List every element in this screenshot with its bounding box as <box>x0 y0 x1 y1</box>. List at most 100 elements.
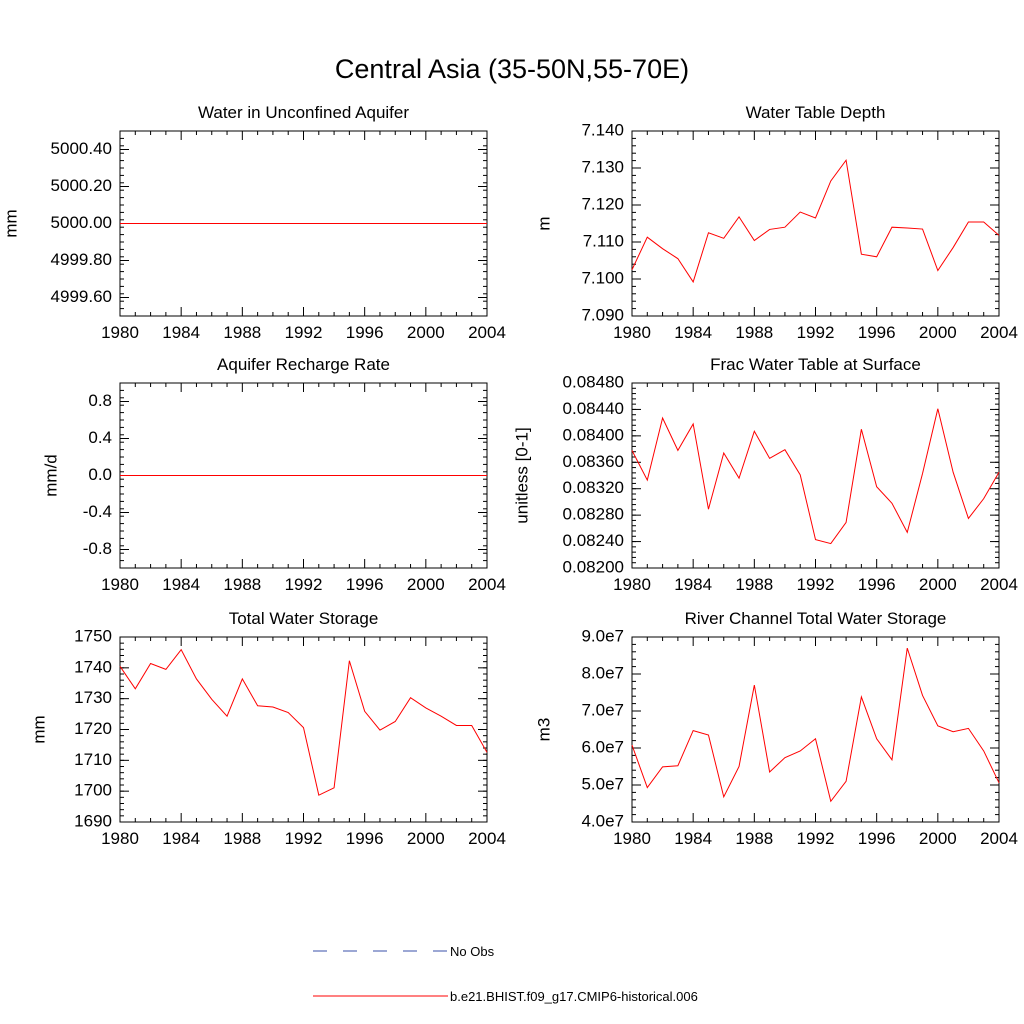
y-axis-label: unitless [0-1] <box>512 427 531 523</box>
x-tick-label: 2000 <box>919 829 957 848</box>
x-tick-label: 1992 <box>797 829 835 848</box>
x-tick-label: 1996 <box>858 829 896 848</box>
x-tick-label: 1992 <box>285 575 323 594</box>
y-axis-label: m3 <box>534 718 553 742</box>
y-tick-label: 7.140 <box>581 120 624 139</box>
chart-panel-1: Water in Unconfined Aquifer mm 1980 1984 198… <box>1 103 505 342</box>
series-line <box>631 647 1000 803</box>
y-tick-label: 7.0e7 <box>581 700 624 719</box>
y-tick-label: 0.0 <box>88 465 112 484</box>
x-tick-label: 1980 <box>101 323 139 342</box>
y-tick-label: 0.4 <box>88 428 112 447</box>
panel-title: Total Water Storage <box>229 609 379 628</box>
chart-panel-5: Total Water Storage mm 1980 1984 1988 1992 199… <box>29 609 505 848</box>
x-tick-label: 2004 <box>980 323 1018 342</box>
x-tick-label: 1980 <box>613 575 651 594</box>
x-tick-label: 1996 <box>346 829 384 848</box>
series-line <box>631 158 1000 284</box>
x-tick-label: 1980 <box>101 829 139 848</box>
y-tick-label: 4999.60 <box>51 287 112 306</box>
x-tick-label: 2004 <box>468 829 506 848</box>
y-tick-label: -0.4 <box>83 502 112 521</box>
x-tick-label: 1988 <box>735 829 773 848</box>
x-tick-label: 2000 <box>919 323 957 342</box>
x-tick-label: 2000 <box>407 575 445 594</box>
panel-title: Frac Water Table at Surface <box>710 355 921 374</box>
y-tick-label: 1750 <box>74 626 112 645</box>
y-tick-label: 0.08280 <box>563 505 624 524</box>
y-tick-label: 4.0e7 <box>581 811 624 830</box>
x-tick-label: 1988 <box>223 323 261 342</box>
x-tick-label: 1984 <box>674 323 712 342</box>
x-tick-label: 2000 <box>407 323 445 342</box>
x-tick-label: 1988 <box>223 575 261 594</box>
x-tick-label: 1984 <box>674 829 712 848</box>
chart-panel-2: Water Table Depth m 1980 1984 1988 1992 1996 20… <box>534 103 1017 342</box>
y-tick-label: 7.090 <box>581 305 624 324</box>
y-tick-label: 0.8 <box>88 391 112 410</box>
y-tick-label: 0.08400 <box>563 425 624 444</box>
x-tick-label: 1988 <box>223 829 261 848</box>
y-tick-label: 7.110 <box>583 231 624 250</box>
legend: No Obs b.e21.BHIST.f09_g17.CMIP6-historic… <box>313 944 698 1004</box>
series-line <box>631 408 1000 545</box>
panel-title: River Channel Total Water Storage <box>685 609 947 628</box>
plot-frame <box>631 130 1000 317</box>
x-tick-label: 1996 <box>858 323 896 342</box>
x-tick-label: 2004 <box>468 323 506 342</box>
legend-label-model: b.e21.BHIST.f09_g17.CMIP6-historical.006 <box>450 989 698 1004</box>
y-tick-label: 6.0e7 <box>581 737 624 756</box>
x-tick-label: 1984 <box>162 575 200 594</box>
y-tick-label: 1730 <box>74 688 112 707</box>
panel-title: Aquifer Recharge Rate <box>217 355 390 374</box>
y-tick-label: 5.0e7 <box>581 774 624 793</box>
legend-label-no-obs: No Obs <box>450 944 495 959</box>
figure-title: Central Asia (35-50N,55-70E) <box>334 54 690 84</box>
y-axis-label: m <box>534 216 553 230</box>
panel-title: Water in Unconfined Aquifer <box>198 103 409 122</box>
x-tick-label: 1984 <box>162 323 200 342</box>
y-tick-label: 0.08240 <box>563 531 624 550</box>
x-tick-label: 1992 <box>797 575 835 594</box>
y-tick-label: 1720 <box>74 719 112 738</box>
x-tick-label: 2004 <box>980 575 1018 594</box>
y-tick-label: 0.08200 <box>563 557 624 576</box>
x-tick-label: 1984 <box>162 829 200 848</box>
y-tick-label: 0.08440 <box>563 399 624 418</box>
chart-panel-4: Frac Water Table at Surface unitless [0-1… <box>512 355 1017 594</box>
y-tick-label: 7.120 <box>581 194 624 213</box>
x-tick-label: 2004 <box>980 829 1018 848</box>
y-tick-label: 1740 <box>74 657 112 676</box>
y-tick-label: 0.08480 <box>563 372 624 391</box>
y-tick-label: 9.0e7 <box>581 626 624 645</box>
y-tick-label: 5000.20 <box>51 176 112 195</box>
y-tick-label: 7.100 <box>581 268 624 287</box>
series-line <box>119 648 488 796</box>
y-tick-label: 0.08360 <box>563 452 624 471</box>
y-axis-label: mm/d <box>41 454 60 497</box>
x-tick-label: 1996 <box>346 323 384 342</box>
y-axis-label: mm <box>1 209 20 237</box>
y-tick-label: 1690 <box>74 811 112 830</box>
y-tick-label: 1710 <box>74 750 112 769</box>
x-tick-label: 1984 <box>674 575 712 594</box>
chart-panel-6: River Channel Total Water Storage m3 1980 1… <box>534 609 1017 848</box>
x-tick-label: 1988 <box>735 323 773 342</box>
y-tick-label: 5000.40 <box>51 139 112 158</box>
x-tick-label: 2000 <box>407 829 445 848</box>
x-tick-label: 1992 <box>285 323 323 342</box>
x-tick-label: 2000 <box>919 575 957 594</box>
y-tick-label: 0.08320 <box>563 478 624 497</box>
y-axis-label: mm <box>29 715 48 743</box>
x-tick-label: 1996 <box>346 575 384 594</box>
y-tick-label: 8.0e7 <box>581 663 624 682</box>
x-tick-label: 1988 <box>735 575 773 594</box>
y-tick-label: 5000.00 <box>51 213 112 232</box>
y-tick-label: 7.130 <box>581 157 624 176</box>
panel-title: Water Table Depth <box>746 103 886 122</box>
x-tick-label: 1980 <box>613 829 651 848</box>
x-tick-label: 2004 <box>468 575 506 594</box>
x-tick-label: 1992 <box>285 829 323 848</box>
plot-frame <box>631 636 1000 823</box>
